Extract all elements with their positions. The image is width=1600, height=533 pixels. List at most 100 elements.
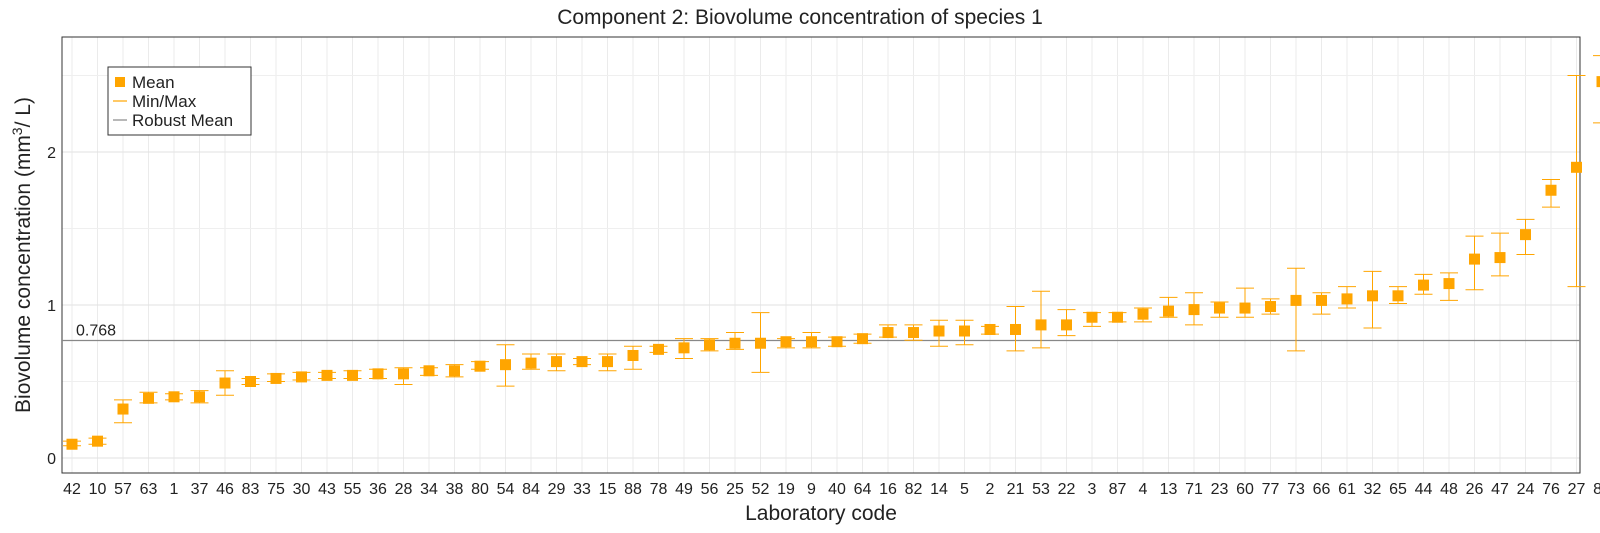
x-tick-label: 46 (216, 481, 234, 498)
mean-point (1086, 311, 1098, 323)
x-tick-label: 13 (1160, 481, 1178, 498)
mean-point (117, 403, 129, 415)
x-tick-label: 86 (1593, 481, 1600, 498)
x-tick-label: 78 (650, 481, 668, 498)
x-axis-title: Laboratory code (745, 502, 897, 525)
x-tick-label: 54 (497, 481, 515, 498)
mean-points (66, 76, 1600, 450)
mean-point (1392, 290, 1404, 302)
x-tick-label: 52 (752, 481, 770, 498)
x-tick-label: 1 (170, 481, 179, 498)
x-tick-label: 88 (624, 481, 642, 498)
mean-point (602, 356, 613, 368)
x-tick-label: 32 (1364, 481, 1382, 498)
mean-point (143, 392, 154, 404)
x-tick-label: 14 (930, 481, 948, 498)
mean-point (398, 368, 409, 380)
plot-frame (61, 36, 1581, 474)
mean-point (1061, 319, 1072, 331)
mean-point (1443, 278, 1455, 290)
x-tick-label: 73 (1287, 481, 1305, 498)
mean-point (449, 365, 460, 377)
min-max-errorbars (63, 55, 1600, 447)
x-tick-label: 36 (369, 481, 387, 498)
x-tick-label: 56 (701, 481, 719, 498)
x-tick-label: 84 (522, 481, 540, 498)
x-tick-label: 66 (1313, 481, 1331, 498)
x-tick-label: 16 (879, 481, 897, 498)
legend-minmax-label: Min/Max (132, 92, 197, 111)
mean-point (1290, 294, 1302, 306)
mean-point (372, 368, 384, 380)
mean-point (857, 333, 868, 345)
x-tick-label: 22 (1058, 481, 1076, 498)
x-tick-label: 48 (1440, 481, 1458, 498)
y-tick-label: 0 (47, 451, 56, 468)
mean-point (576, 356, 588, 368)
mean-point (729, 337, 741, 349)
x-tick-label: 64 (854, 481, 872, 498)
x-tick-label: 80 (471, 481, 489, 498)
x-tick-label: 23 (1211, 481, 1229, 498)
mean-point (1035, 319, 1047, 331)
y-axis-title-main: Biovolume concentration (mm (12, 135, 35, 413)
mean-point (1341, 293, 1353, 305)
mean-point (704, 339, 715, 351)
mean-point (1596, 76, 1600, 88)
x-tick-label: 26 (1466, 481, 1484, 498)
mean-point (194, 391, 205, 403)
x-tick-label: 38 (446, 481, 464, 498)
mean-point (1112, 311, 1123, 323)
x-tick-label: 5 (960, 481, 969, 498)
x-tick-label: 87 (1109, 481, 1127, 498)
mean-point (806, 336, 817, 348)
x-tick-label: 57 (114, 481, 132, 498)
mean-point (831, 336, 843, 348)
mean-point (653, 343, 664, 355)
x-tick-label: 83 (242, 481, 260, 498)
mean-point (882, 327, 894, 339)
mean-point (474, 360, 486, 372)
x-tick-label: 3 (1088, 481, 1097, 498)
legend-box (107, 66, 252, 136)
mean-point (1316, 294, 1327, 306)
mean-point (245, 376, 256, 387)
mean-point (321, 369, 333, 381)
x-tick-label: 53 (1032, 481, 1050, 498)
x-tick-label: 75 (267, 481, 285, 498)
mean-point (780, 336, 792, 348)
mean-point (1520, 229, 1531, 241)
y-axis-title-sup: 3 (9, 127, 25, 135)
x-tick-label: 60 (1236, 481, 1254, 498)
x-tick-label: 24 (1517, 481, 1535, 498)
y-tick-labels: 0 1 2 (47, 145, 56, 468)
x-tick-label: 9 (807, 481, 816, 498)
x-tick-label: 28 (395, 481, 413, 498)
x-tick-label: 76 (1542, 481, 1560, 498)
x-tick-label: 19 (777, 481, 795, 498)
x-tick-label: 61 (1338, 481, 1356, 498)
x-tick-label: 29 (548, 481, 566, 498)
mean-point (1265, 301, 1276, 313)
x-tick-label: 71 (1185, 481, 1203, 498)
mean-point (1214, 302, 1225, 314)
mean-point (168, 391, 180, 403)
mean-point (92, 435, 103, 447)
mean-point (423, 365, 435, 377)
mean-point (1137, 308, 1149, 320)
x-tick-label: 55 (344, 481, 362, 498)
y-tick-label: 1 (47, 298, 56, 315)
x-tick-label: 77 (1262, 481, 1280, 498)
x-tick-label: 82 (905, 481, 923, 498)
x-tick-label: 34 (420, 481, 438, 498)
mean-point (1469, 253, 1480, 265)
mean-point (1545, 184, 1557, 196)
mean-point (755, 337, 766, 349)
x-tick-label: 65 (1389, 481, 1407, 498)
legend-robust-label: Robust Mean (132, 111, 233, 130)
x-tick-label: 40 (828, 481, 846, 498)
legend-mean-marker (115, 77, 125, 87)
mean-point (270, 372, 282, 384)
mean-point (1239, 302, 1251, 314)
mean-point (959, 325, 970, 337)
